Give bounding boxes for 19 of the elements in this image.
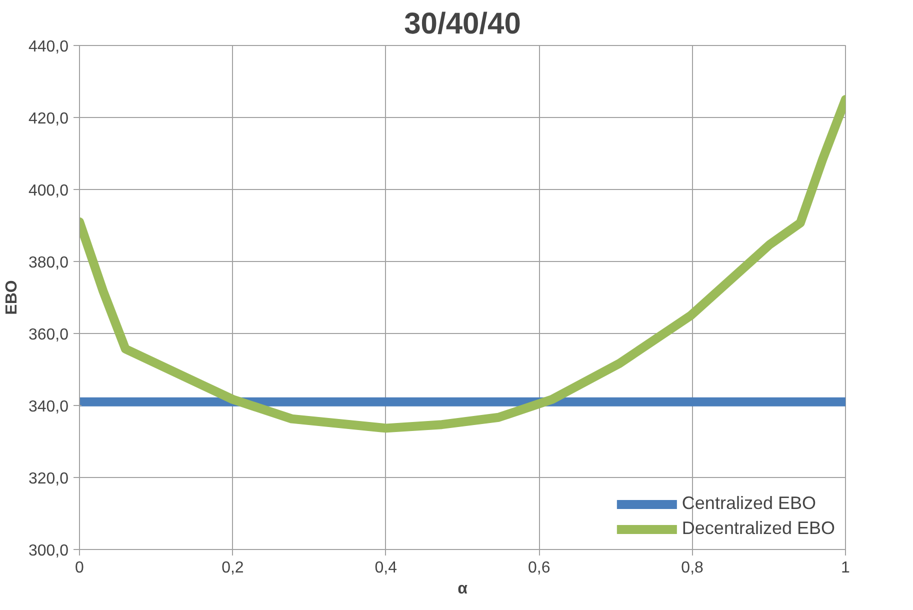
- legend-label: Decentralized EBO: [682, 518, 835, 539]
- x-axis-title: α: [458, 580, 468, 598]
- x-tick-label: 0,6: [528, 560, 550, 576]
- y-tick-label: 380,0: [28, 254, 69, 272]
- y-tick-label: 360,0: [28, 326, 69, 344]
- y-tick-label: 400,0: [28, 182, 69, 200]
- chart-title: 30/40/40: [404, 8, 521, 40]
- x-tick-label: 0,8: [681, 560, 704, 576]
- y-tick-label: 340,0: [28, 398, 69, 416]
- y-tick-label: 320,0: [28, 470, 69, 488]
- y-tick-label: 420,0: [28, 110, 69, 128]
- x-tick-label: 0,4: [374, 560, 398, 576]
- legend-label: Centralized EBO: [682, 493, 816, 514]
- x-tick-label: 0,2: [222, 560, 244, 576]
- x-tick-label: 1: [841, 560, 850, 576]
- y-axis-title: EBO: [3, 280, 20, 315]
- x-tick-label: 0: [75, 560, 84, 576]
- y-tick-label: 300,0: [28, 542, 69, 560]
- y-tick-label: 440,0: [28, 38, 69, 56]
